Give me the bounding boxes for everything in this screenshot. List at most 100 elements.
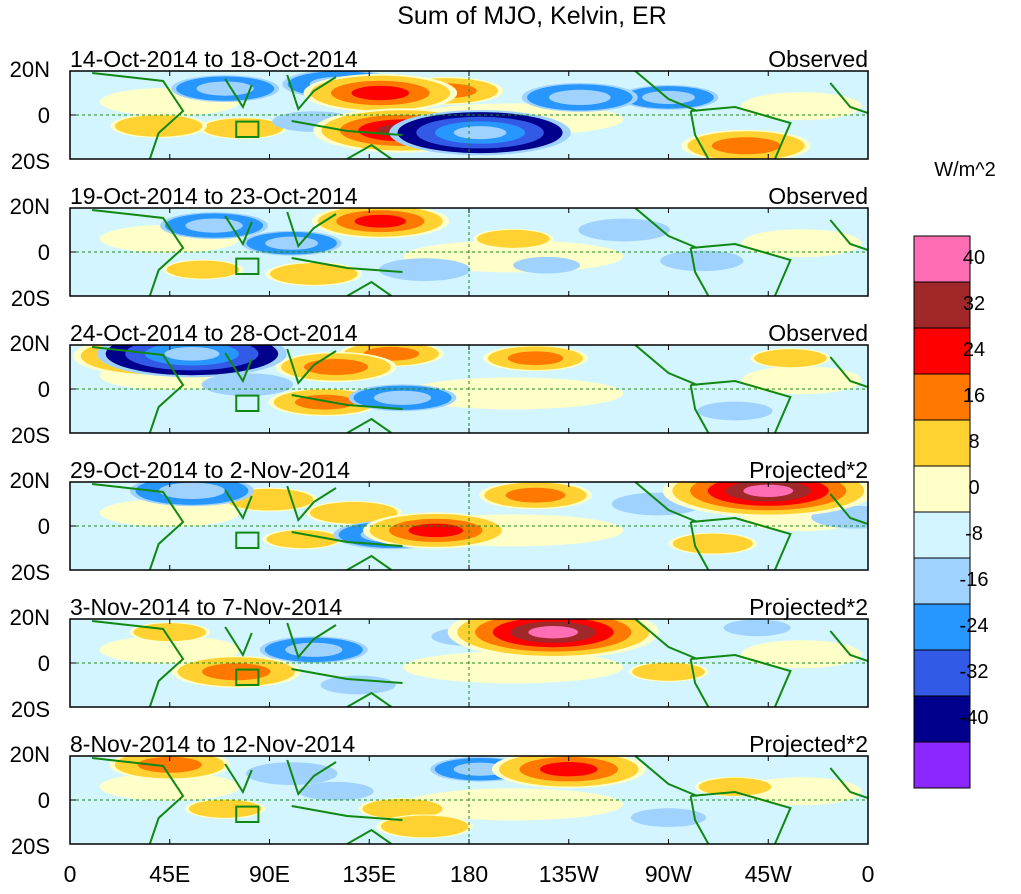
anomaly-contour xyxy=(726,620,788,636)
anomaly-contour xyxy=(634,809,703,827)
y-tick-label: 20S xyxy=(11,286,50,311)
anomaly-contour xyxy=(505,487,566,503)
anomaly-contour xyxy=(507,351,564,366)
region-box xyxy=(235,668,260,686)
coastlines xyxy=(92,619,868,707)
panel-period: 3-Nov-2014 to 7-Nov-2014 xyxy=(70,594,343,620)
colorbar-swatch xyxy=(913,419,971,467)
colorbar-swatch xyxy=(913,649,971,697)
y-tick-label: 20S xyxy=(11,423,50,448)
y-tick-label: 20N xyxy=(10,468,50,493)
colorbar-label: -24 xyxy=(960,615,989,637)
anomaly-contour xyxy=(270,263,358,285)
anomaly-contour xyxy=(309,501,398,524)
y-tick-label: 0 xyxy=(38,103,50,128)
anomaly-contour xyxy=(663,251,740,271)
panel-period: 19-Oct-2014 to 23-Oct-2014 xyxy=(70,183,358,209)
y-tick-label: 0 xyxy=(38,651,50,676)
anomaly-contour xyxy=(516,257,577,273)
anomaly-contour xyxy=(137,756,202,773)
anomaly-contour xyxy=(158,482,225,499)
chart-title: Sum of MJO, Kelvin, ER xyxy=(397,2,667,30)
y-tick-label: 0 xyxy=(38,514,50,539)
panel-label: Projected*2 xyxy=(749,731,868,757)
region-box xyxy=(235,394,260,413)
colorbar-swatch xyxy=(913,373,971,421)
coastlines xyxy=(92,482,868,570)
colorbar-swatch xyxy=(913,281,971,329)
region-box xyxy=(235,531,260,549)
colorbar-label: 24 xyxy=(963,339,985,361)
y-tick-label: 20S xyxy=(11,560,50,585)
anomaly-contour xyxy=(166,260,240,279)
x-tick-label: 135W xyxy=(539,861,599,887)
panel-5: 20N 0 20S 3-Nov-2014 to 7-Nov-2014 Projected… xyxy=(10,594,869,722)
anomaly-contour xyxy=(285,642,343,657)
colorbar-label: -40 xyxy=(960,707,989,729)
panel-period: 8-Nov-2014 to 12-Nov-2014 xyxy=(70,731,355,757)
region-box xyxy=(235,257,260,276)
anomaly-contour xyxy=(373,390,432,405)
x-axis: 0 45E 90E 135E 180 135W 90W 45W 0 xyxy=(64,861,875,887)
anomaly-contour xyxy=(453,126,507,140)
panel-3: 20N 0 20S 24-Oct-2014 to 28-Oct-2014 Observe… xyxy=(10,320,869,448)
x-tick-label: 90E xyxy=(249,861,290,887)
colorbar-label: 8 xyxy=(968,431,979,453)
colorbar-label: 16 xyxy=(963,385,985,407)
panel-2: 20N 0 20S 19-Oct-2014 to 23-Oct-2014 Observe… xyxy=(10,183,869,311)
panel-4: 20N 0 20S 29-Oct-2014 to 2-Nov-2014 Projecte… xyxy=(10,457,869,585)
panel-label: Observed xyxy=(768,46,868,72)
y-tick-label: 20S xyxy=(11,697,50,722)
anomaly-contour xyxy=(642,90,695,104)
field-band xyxy=(403,651,624,684)
colorbar-swatch xyxy=(913,603,971,651)
y-tick-label: 0 xyxy=(38,377,50,402)
colorbar-swatch xyxy=(913,465,971,513)
field-band xyxy=(741,229,862,258)
panel-period: 24-Oct-2014 to 28-Oct-2014 xyxy=(70,320,358,346)
panel-1: 20N 0 20S 14-Oct-2014 to 18-Oct-2014 Observe… xyxy=(10,46,869,174)
anomaly-contour xyxy=(408,523,463,538)
colorbar-swatch xyxy=(913,511,971,559)
anomaly-contour xyxy=(528,626,579,639)
colorbar-label: -8 xyxy=(965,523,983,545)
panels: 20N 0 20S 14-Oct-2014 to 18-Oct-2014 Observe… xyxy=(10,46,869,859)
anomaly-contour xyxy=(301,782,371,800)
x-tick-label: 180 xyxy=(450,861,488,887)
anomaly-contour xyxy=(700,402,770,420)
colorbar-label: 0 xyxy=(968,477,979,499)
x-tick-label: 135E xyxy=(342,861,396,887)
colorbar-label: 40 xyxy=(963,247,985,269)
x-tick-label: 0 xyxy=(862,861,875,887)
y-tick-label: 20N xyxy=(10,194,50,219)
anomaly-contour xyxy=(698,777,772,796)
y-tick-label: 0 xyxy=(38,240,50,265)
panel-label: Projected*2 xyxy=(749,594,868,620)
y-tick-label: 20N xyxy=(10,331,50,356)
anomaly-contour xyxy=(362,798,443,819)
y-tick-label: 20N xyxy=(10,742,50,767)
field-band xyxy=(741,92,862,121)
anomaly-contour xyxy=(188,799,262,818)
anomaly-contour xyxy=(303,359,369,375)
field-band xyxy=(741,366,862,395)
panel-label: Observed xyxy=(768,183,868,209)
anomaly-contour xyxy=(380,815,469,838)
x-tick-label: 45E xyxy=(149,861,190,887)
anomaly-contour xyxy=(632,662,705,681)
anomaly-contour xyxy=(164,346,220,361)
colorbar-swatch xyxy=(913,741,971,789)
anomaly-contour xyxy=(383,259,467,280)
panel-label: Observed xyxy=(768,320,868,346)
panel-period: 29-Oct-2014 to 2-Nov-2014 xyxy=(70,457,350,483)
anomaly-contour xyxy=(196,81,254,96)
anomaly-contour xyxy=(539,762,598,777)
anomaly-contour xyxy=(582,219,666,241)
anomaly-contour xyxy=(354,214,407,228)
region-box xyxy=(235,120,260,138)
x-tick-label: 0 xyxy=(64,861,77,887)
colorbar-swatch xyxy=(913,557,971,605)
colorbar-label: -32 xyxy=(960,661,989,683)
anomaly-contour xyxy=(672,533,753,554)
